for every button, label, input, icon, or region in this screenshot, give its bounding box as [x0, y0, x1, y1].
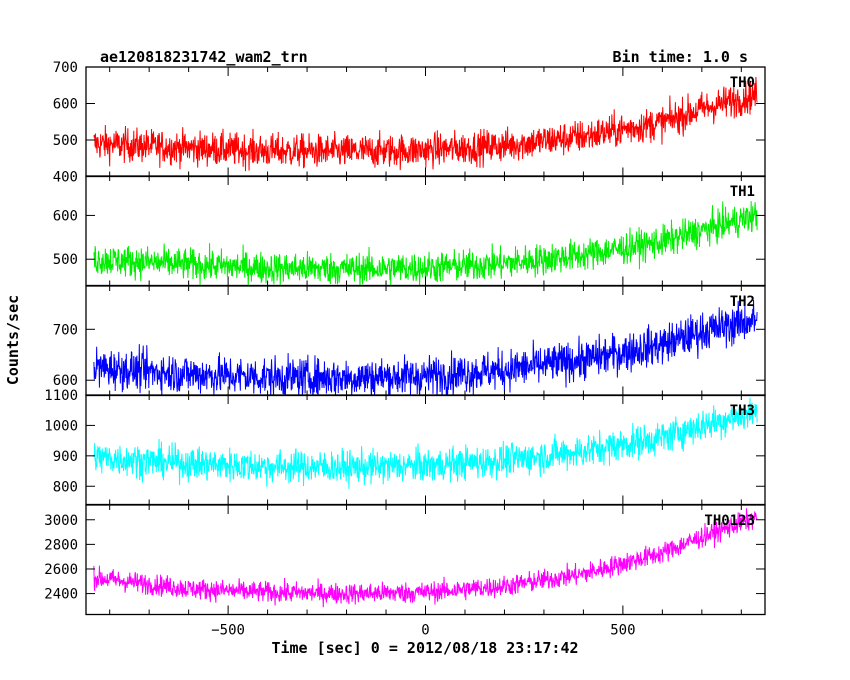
series-line-th2	[93, 299, 758, 396]
y-tick-label: 500	[53, 252, 78, 268]
x-tick-label: 500	[610, 623, 635, 639]
panel-label: TH1	[730, 184, 755, 200]
series-line-th0123	[93, 508, 758, 608]
y-tick-label: 500	[53, 133, 78, 149]
x-axis-label: Time [sec] 0 = 2012/08/18 23:17:42	[271, 639, 578, 657]
y-tick-label: 2600	[44, 562, 78, 578]
chart-title: ae120818231742_wam2_trn	[100, 48, 308, 66]
y-tick-label: 1100	[44, 388, 78, 404]
panel-th0123: 2400 2600 2800 3000 TH0123	[44, 504, 766, 616]
series-line-th0	[93, 77, 758, 172]
y-tick-label: 1000	[44, 418, 78, 434]
y-tick-label: 800	[53, 479, 78, 495]
x-tick-labels: −500 0 500	[211, 623, 635, 639]
panel-th2: 600 700 TH2	[53, 285, 766, 397]
y-tick-label: 700	[53, 322, 78, 338]
y-tick-label: 900	[53, 449, 78, 465]
x-tick-label: −500	[211, 623, 245, 639]
panel-th0: 400 500 600 700 TH0	[53, 60, 766, 186]
y-tick-label: 400	[53, 170, 78, 186]
panel-label: TH2	[730, 294, 755, 310]
y-tick-label: 2800	[44, 537, 78, 553]
y-tick-label: 700	[53, 60, 78, 76]
y-axis-label: Counts/sec	[4, 295, 22, 385]
x-tick-label: 0	[421, 623, 429, 639]
panel-frame	[85, 394, 766, 506]
panel-th3: 800 900 1000 1100 TH3	[44, 388, 766, 506]
y-tick-label: 600	[53, 97, 78, 113]
panel-label: TH3	[730, 403, 755, 419]
panel-label: TH0123	[704, 513, 755, 529]
panel-label: TH0	[730, 75, 755, 91]
y-tick-label: 2400	[44, 587, 78, 603]
panel-th1: 500 600 TH1	[53, 175, 766, 287]
y-tick-label: 600	[53, 208, 78, 224]
panels-group: 400 500 600 700 TH0 500 600 TH1 600 700 TH2 800 900 1…	[44, 60, 766, 616]
y-tick-label: 600	[53, 373, 78, 389]
series-line-th1	[93, 201, 758, 286]
y-tick-label: 3000	[44, 513, 78, 529]
series-line-th3	[93, 397, 758, 489]
bin-time-label: Bin time: 1.0 s	[613, 48, 748, 66]
